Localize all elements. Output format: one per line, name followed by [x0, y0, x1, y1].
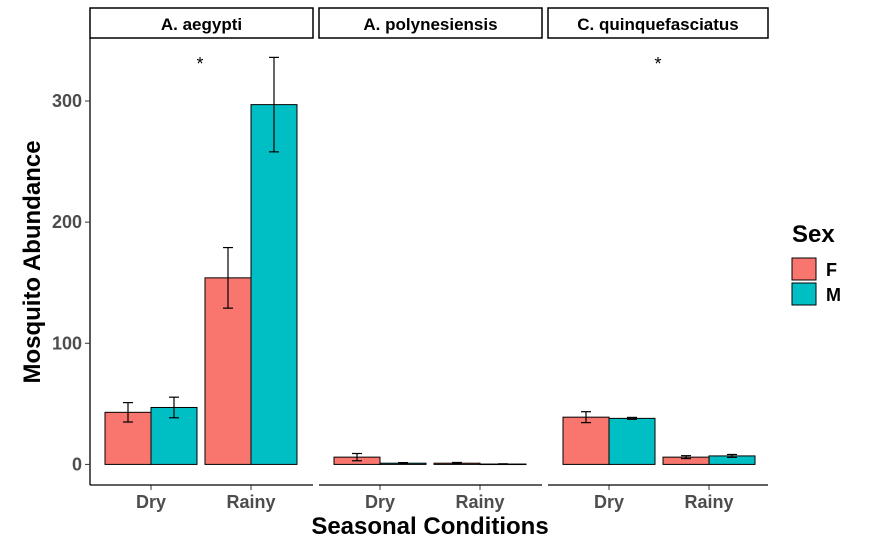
- x-tick-label: Rainy: [455, 492, 504, 512]
- x-axis-title: Seasonal Conditions: [311, 513, 548, 540]
- y-tick-label: 100: [52, 333, 82, 353]
- facet-label: A. aegypti: [161, 15, 242, 34]
- y-tick-label: 200: [52, 212, 82, 232]
- facet-strip: [89, 7, 314, 39]
- legend-label: M: [826, 285, 841, 305]
- bar: [562, 416, 610, 465]
- y-axis-title: Mosquito Abundance: [19, 140, 46, 383]
- x-tick-label: Dry: [594, 492, 624, 512]
- x-tick-label: Rainy: [226, 492, 275, 512]
- x-tick-label: Rainy: [684, 492, 733, 512]
- legend-swatch: [791, 257, 817, 281]
- x-tick-label: Dry: [365, 492, 395, 512]
- x-tick-label: Dry: [136, 492, 166, 512]
- legend-title: Sex: [792, 221, 835, 248]
- y-tick-label: 300: [52, 91, 82, 111]
- bar: [608, 417, 656, 465]
- significance-marker: *: [654, 54, 661, 74]
- y-tick-label: 0: [72, 454, 82, 474]
- significance-marker: *: [196, 54, 203, 74]
- facet-label: C. quinquefasciatus: [577, 15, 739, 34]
- facet-label: A. polynesiensis: [363, 15, 497, 34]
- facet-strip: [547, 7, 769, 39]
- legend-swatch: [791, 282, 817, 306]
- bar: [250, 104, 298, 465]
- bar: [204, 277, 252, 465]
- legend-label: F: [826, 260, 837, 280]
- facet-strip: [318, 7, 543, 39]
